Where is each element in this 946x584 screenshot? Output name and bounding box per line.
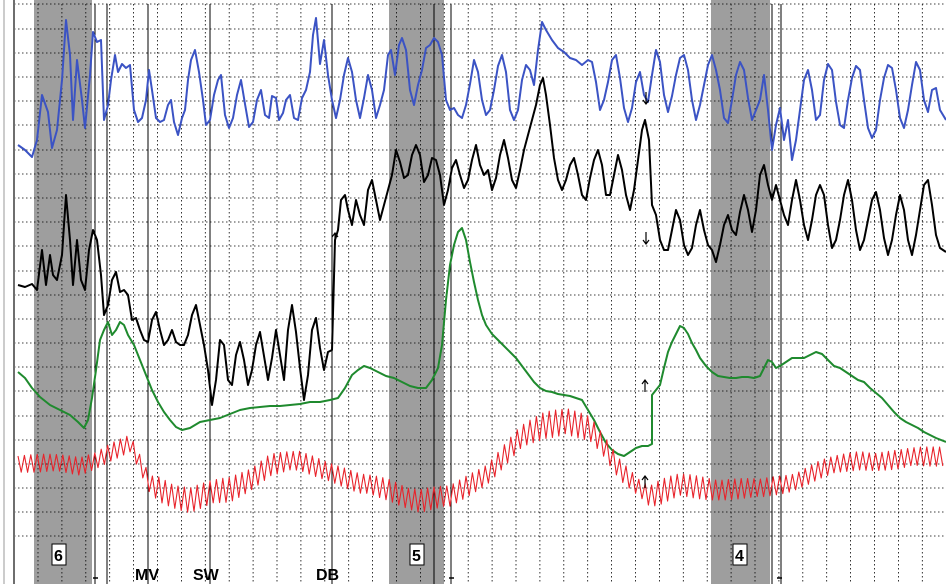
event-label-sw: SW [193,567,220,584]
question-label-box-5 [409,543,425,566]
series-line-series1 [17,17,946,161]
question-label-6: 6 [54,548,63,565]
event-markers [93,4,782,584]
event-label-mv: MV [135,567,159,584]
annotation-arrowhead [642,99,650,105]
series-line-series2 [17,77,946,406]
annotation-arrows [331,92,650,488]
annotation-arrowhead [641,475,649,481]
question-band [34,0,92,584]
series-line-series4 [17,408,944,513]
question-label-5: 5 [412,548,421,565]
series-line-series3 [17,227,946,457]
annotation-arrowhead [641,379,649,385]
question-label-box-4 [732,543,748,566]
question-label-box-6 [51,543,67,566]
event-label-db: DB [316,567,339,584]
chart-labels: 6 5 4 MV SW DB [51,543,748,584]
chart-series [17,17,946,513]
annotation-arrowhead [331,232,339,238]
question-label-4: 4 [735,548,744,565]
annotation-arrowhead [642,239,650,245]
